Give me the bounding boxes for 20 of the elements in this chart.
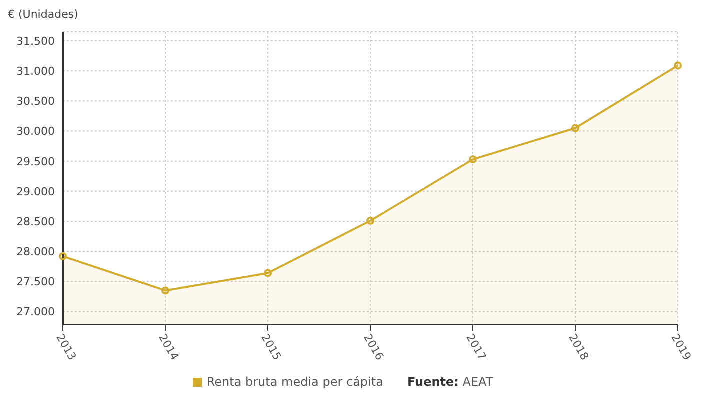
y-tick-label: 29.500 [16,155,55,168]
y-tick-label: 28.500 [16,215,55,228]
y-tick-label: 28.000 [16,246,55,259]
point [162,286,170,295]
legend-label: Renta bruta media per cápita [206,375,384,389]
y-tick-label: 29.000 [16,185,55,198]
y-tick-label: 30.500 [16,95,55,108]
point [59,252,67,260]
point [674,62,682,70]
point [469,156,477,164]
source-note: Fuente: AEAT [407,375,494,389]
point [366,216,374,225]
y-tick-label: 27.500 [16,276,55,289]
y-tick-label: 27.000 [16,306,55,319]
y-tick-label: 31.500 [16,34,55,48]
y-axis-title: € (Unidades) [8,8,80,23]
point [264,269,272,278]
point [572,124,580,132]
y-tick-label: 31.000 [16,65,55,78]
y-tick-label: 30.000 [16,125,55,138]
